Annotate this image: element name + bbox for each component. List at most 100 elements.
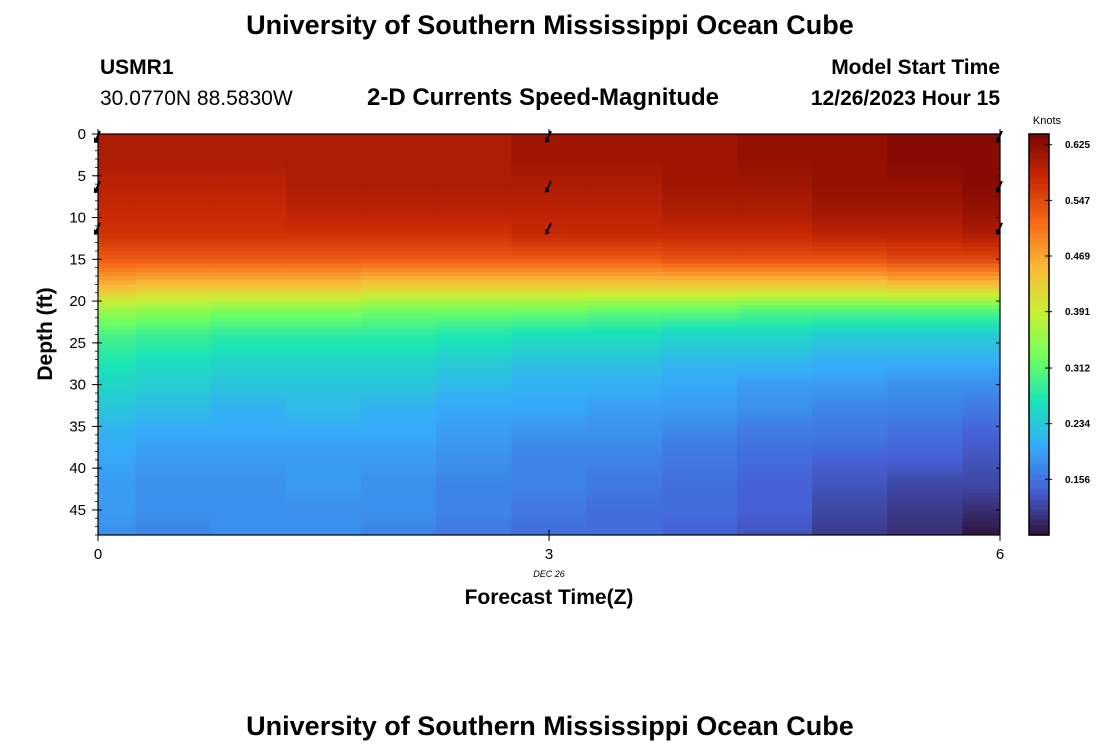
heatmap-cell: [436, 455, 513, 461]
colorbar-segment: [1029, 194, 1049, 200]
heatmap-cell: [210, 255, 287, 260]
colorbar-frame: [1028, 133, 1050, 536]
heatmap-cell: [436, 192, 513, 198]
heatmap-cell: [887, 234, 964, 240]
heatmap-cell: [361, 330, 437, 336]
heatmap-cell: [135, 338, 212, 344]
heatmap-cell: [210, 313, 287, 319]
heatmap-cell: [285, 313, 362, 319]
heatmap-cell: [661, 434, 738, 440]
footer-title: University of Southern Mississippi Ocean…: [246, 711, 854, 741]
heatmap-cell: [586, 238, 663, 244]
heatmap-cell: [736, 522, 813, 528]
heatmap-cell: [98, 292, 137, 298]
heatmap-cell: [511, 447, 588, 453]
heatmap-cell: [736, 159, 813, 164]
heatmap-cell: [210, 472, 287, 478]
heatmap-cell: [736, 493, 813, 499]
heatmap-cell: [285, 372, 362, 377]
heatmap-cell: [812, 501, 888, 507]
colorbar-segment: [1029, 344, 1049, 351]
heatmap-cell: [661, 309, 738, 315]
heatmap-cell: [736, 250, 813, 256]
heatmap-cell: [887, 154, 964, 160]
heatmap-cell: [285, 463, 362, 469]
heatmap-cell: [361, 388, 437, 394]
heatmap-cell: [962, 355, 1000, 361]
colorbar-segment: [1029, 444, 1049, 451]
heatmap-cell: [661, 267, 738, 273]
heatmap-cell: [812, 351, 888, 356]
heatmap-cell: [586, 305, 663, 311]
heatmap-cell: [135, 463, 212, 469]
colorbar-segment: [1029, 244, 1049, 250]
heatmap-cell: [962, 418, 1000, 423]
heatmap-cell: [962, 359, 1000, 365]
heatmap-cell: [98, 505, 137, 511]
heatmap-cell: [285, 430, 362, 436]
heatmap-cell: [887, 413, 964, 419]
heatmap-cell: [962, 217, 1000, 223]
heatmap-cell: [135, 401, 212, 407]
heatmap-cell: [586, 480, 663, 486]
y-axis-label: Depth (ft): [34, 287, 57, 380]
heatmap-cell: [436, 351, 513, 356]
heatmap-cell: [210, 296, 287, 302]
heatmap-cell: [736, 230, 813, 235]
heatmap-cell: [887, 301, 964, 306]
heatmap-cell: [436, 443, 513, 448]
heatmap-cell: [98, 484, 137, 490]
heatmap-cell: [586, 447, 663, 453]
heatmap-cell: [285, 276, 362, 281]
heatmap-cell: [210, 376, 287, 382]
heatmap-cell: [285, 409, 362, 415]
heatmap-cell: [361, 280, 437, 285]
heatmap-cell: [962, 313, 1000, 319]
heatmap-cell: [98, 146, 137, 152]
current-arrow: [996, 222, 1003, 235]
heatmap-cell: [285, 380, 362, 386]
heatmap-cell: [962, 468, 1000, 473]
heatmap-cell: [511, 413, 588, 419]
heatmap-cell: [661, 438, 738, 444]
heatmap-cell: [436, 380, 513, 386]
heatmap-cell: [135, 489, 212, 494]
heatmap-cell: [661, 163, 738, 169]
heatmap-cell: [135, 326, 212, 331]
heatmap-cell: [736, 388, 813, 394]
heatmap-cell: [135, 250, 212, 256]
heatmap-cell: [887, 476, 964, 482]
heatmap-cell: [887, 509, 964, 515]
heatmap-cell: [812, 447, 888, 453]
heatmap-cell: [135, 451, 212, 457]
heatmap-cell: [511, 276, 588, 281]
heatmap-cell: [511, 179, 588, 185]
heatmap-cell: [887, 159, 964, 164]
heatmap-cell: [135, 384, 212, 390]
heatmap-cell: [436, 518, 513, 524]
x-tick-label: 6: [996, 546, 1004, 563]
heatmap-cell: [210, 384, 287, 390]
heatmap-cell: [812, 301, 888, 306]
heatmap-cell: [661, 317, 738, 323]
heatmap-cell: [736, 434, 813, 440]
heatmap-cell: [511, 443, 588, 448]
heatmap-cell: [812, 489, 888, 494]
heatmap-cell: [98, 359, 137, 365]
heatmap-cell: [962, 363, 1000, 369]
heatmap-cell: [361, 276, 437, 281]
heatmap-cell: [887, 497, 964, 503]
heatmap-cell: [210, 409, 287, 415]
heatmap-cell: [511, 388, 588, 394]
heatmap-cell: [361, 271, 437, 277]
colorbar-segment: [1029, 279, 1049, 285]
heatmap-cell: [887, 188, 964, 194]
heatmap-cell: [661, 468, 738, 473]
heatmap-cell: [511, 305, 588, 311]
heatmap-cell: [661, 413, 738, 419]
heatmap-cell: [436, 296, 513, 302]
heatmap-cell: [812, 146, 888, 152]
model-start-value: 12/26/2023 Hour 15: [810, 87, 1000, 110]
heatmap-cell: [285, 205, 362, 210]
heatmap-cell: [361, 372, 437, 377]
